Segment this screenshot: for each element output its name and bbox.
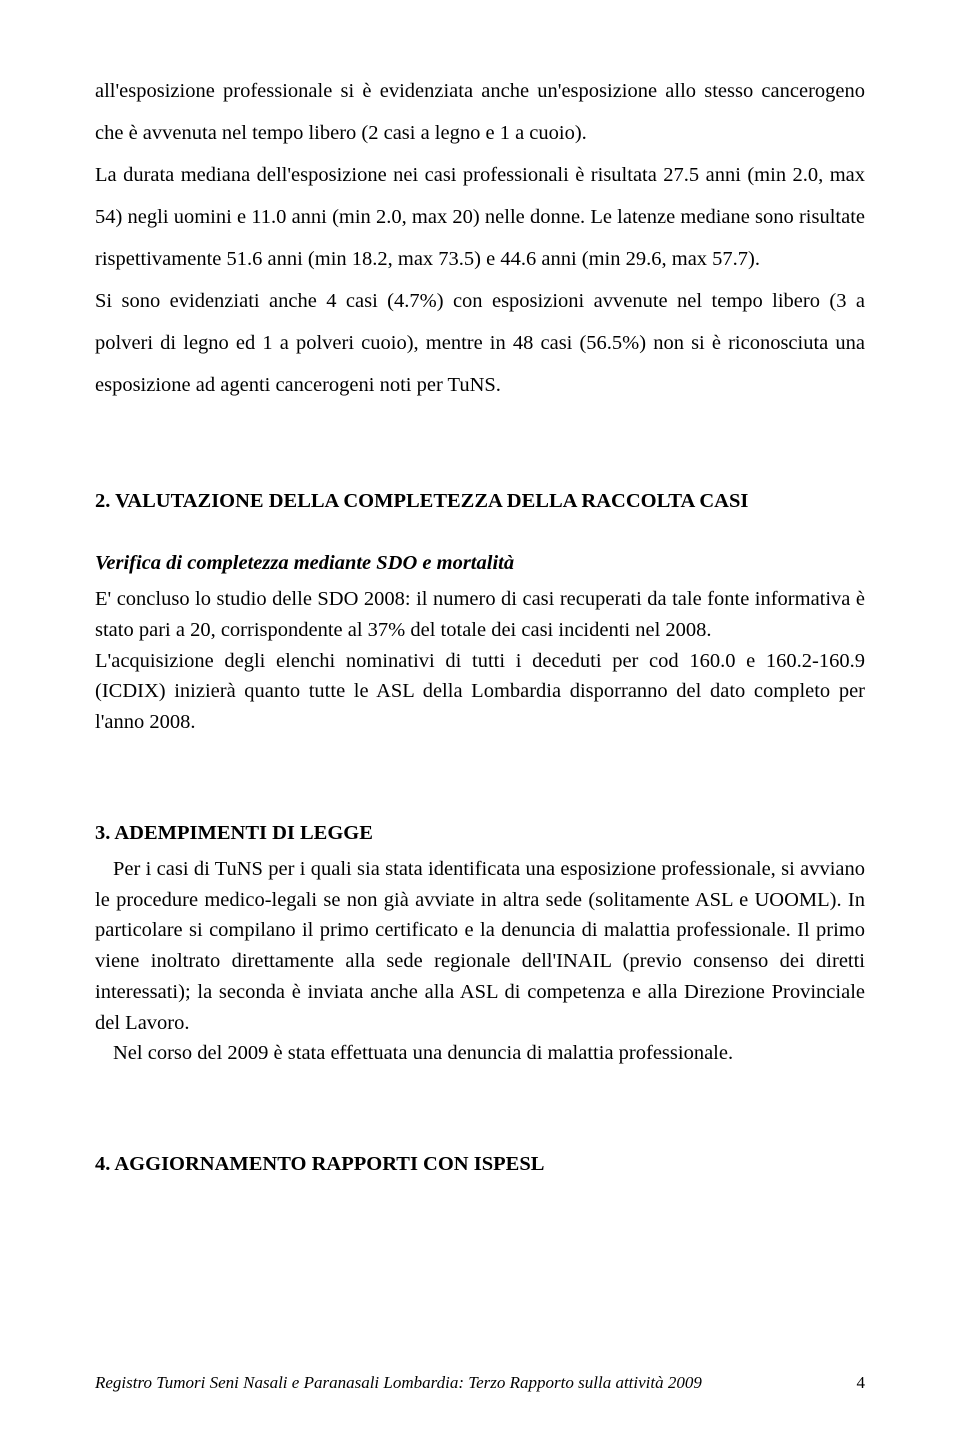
page-footer: Registro Tumori Seni Nasali e Paranasali… [95, 1373, 865, 1393]
section-2-paragraph-2: L'acquisizione degli elenchi nominativi … [95, 646, 865, 738]
section-3-title: 3. ADEMPIMENTI DI LEGGE [95, 812, 865, 854]
section-2-title: 2. VALUTAZIONE DELLA COMPLETEZZA DELLA R… [95, 480, 865, 522]
section-3-paragraph-2: Nel corso del 2009 è stata effettuata un… [95, 1038, 865, 1069]
body-paragraph-1: all'esposizione professionale si è evide… [95, 70, 865, 154]
body-paragraph-3: Si sono evidenziati anche 4 casi (4.7%) … [95, 280, 865, 406]
section-3-paragraph-1: Per i casi di TuNS per i quali sia stata… [95, 854, 865, 1039]
section-2-paragraph-1: E' concluso lo studio delle SDO 2008: il… [95, 584, 865, 646]
footer-text: Registro Tumori Seni Nasali e Paranasali… [95, 1373, 702, 1393]
body-paragraph-2: La durata mediana dell'esposizione nei c… [95, 154, 865, 280]
section-4-title: 4. AGGIORNAMENTO RAPPORTI CON ISPESL [95, 1143, 865, 1185]
section-2-subtitle: Verifica di completezza mediante SDO e m… [95, 542, 865, 584]
page-number: 4 [857, 1373, 866, 1393]
